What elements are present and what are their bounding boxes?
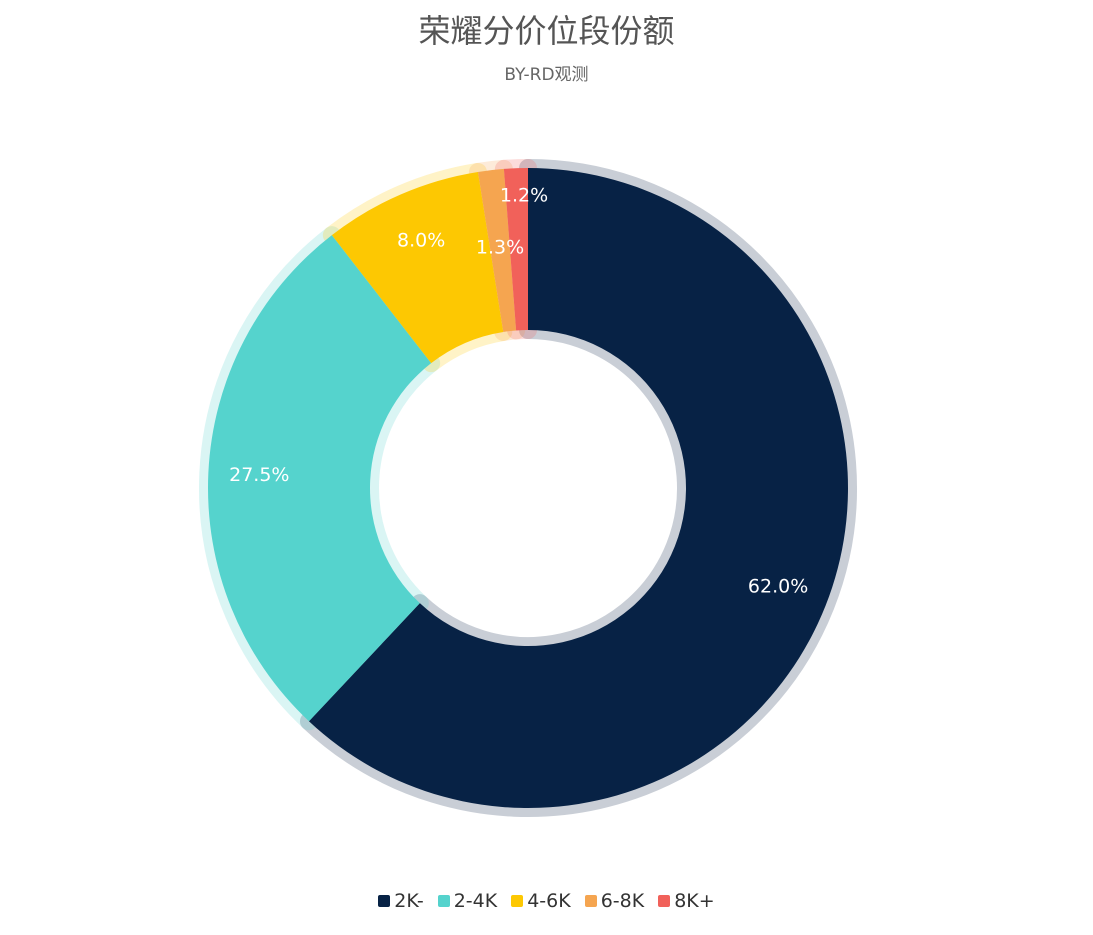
data-label-2-4K: 27.5%	[229, 464, 289, 486]
legend-item-2-4K[interactable]: 2-4K	[437, 890, 498, 912]
legend-label: 8K+	[674, 890, 715, 912]
legend-item-6-8K[interactable]: 6-8K	[584, 890, 645, 912]
chart-title: 荣耀分价位段份额	[418, 12, 675, 50]
pie-slice-8K+[interactable]	[503, 168, 528, 331]
legend-swatch	[511, 895, 524, 907]
legend-swatch	[658, 895, 671, 907]
pie-slice-2-4K[interactable]	[207, 235, 432, 722]
chart-legend: 2K- 2-4K 4-6K 6-8K 8K+	[0, 890, 1093, 912]
donut-chart: 62.0% 27.5% 8.0% 1.3% 1.2%	[199, 159, 857, 817]
data-label-2K-: 62.0%	[748, 576, 808, 598]
legend-label: 4-6K	[527, 890, 571, 912]
legend-item-8K+[interactable]: 8K+	[658, 890, 715, 912]
legend-item-4-6K[interactable]: 4-6K	[511, 890, 571, 912]
legend-swatch	[378, 895, 391, 907]
pie-slice-6-8K[interactable]	[477, 168, 517, 332]
legend-swatch	[437, 895, 450, 907]
chart-subtitle: BY-RD观测	[504, 65, 589, 85]
legend-label: 6-8K	[600, 890, 645, 912]
data-label-6-8K: 1.3%	[476, 237, 524, 259]
pie-slice-2K-[interactable]	[308, 168, 848, 808]
legend-label: 2-4K	[453, 890, 498, 912]
legend-swatch	[584, 895, 597, 907]
pie-slice-4-6K[interactable]	[331, 171, 504, 364]
data-label-4-6K: 8.0%	[397, 230, 445, 252]
legend-item-2K-[interactable]: 2K-	[378, 890, 424, 912]
data-label-8K+: 1.2%	[500, 185, 548, 207]
legend-label: 2K-	[394, 890, 424, 912]
